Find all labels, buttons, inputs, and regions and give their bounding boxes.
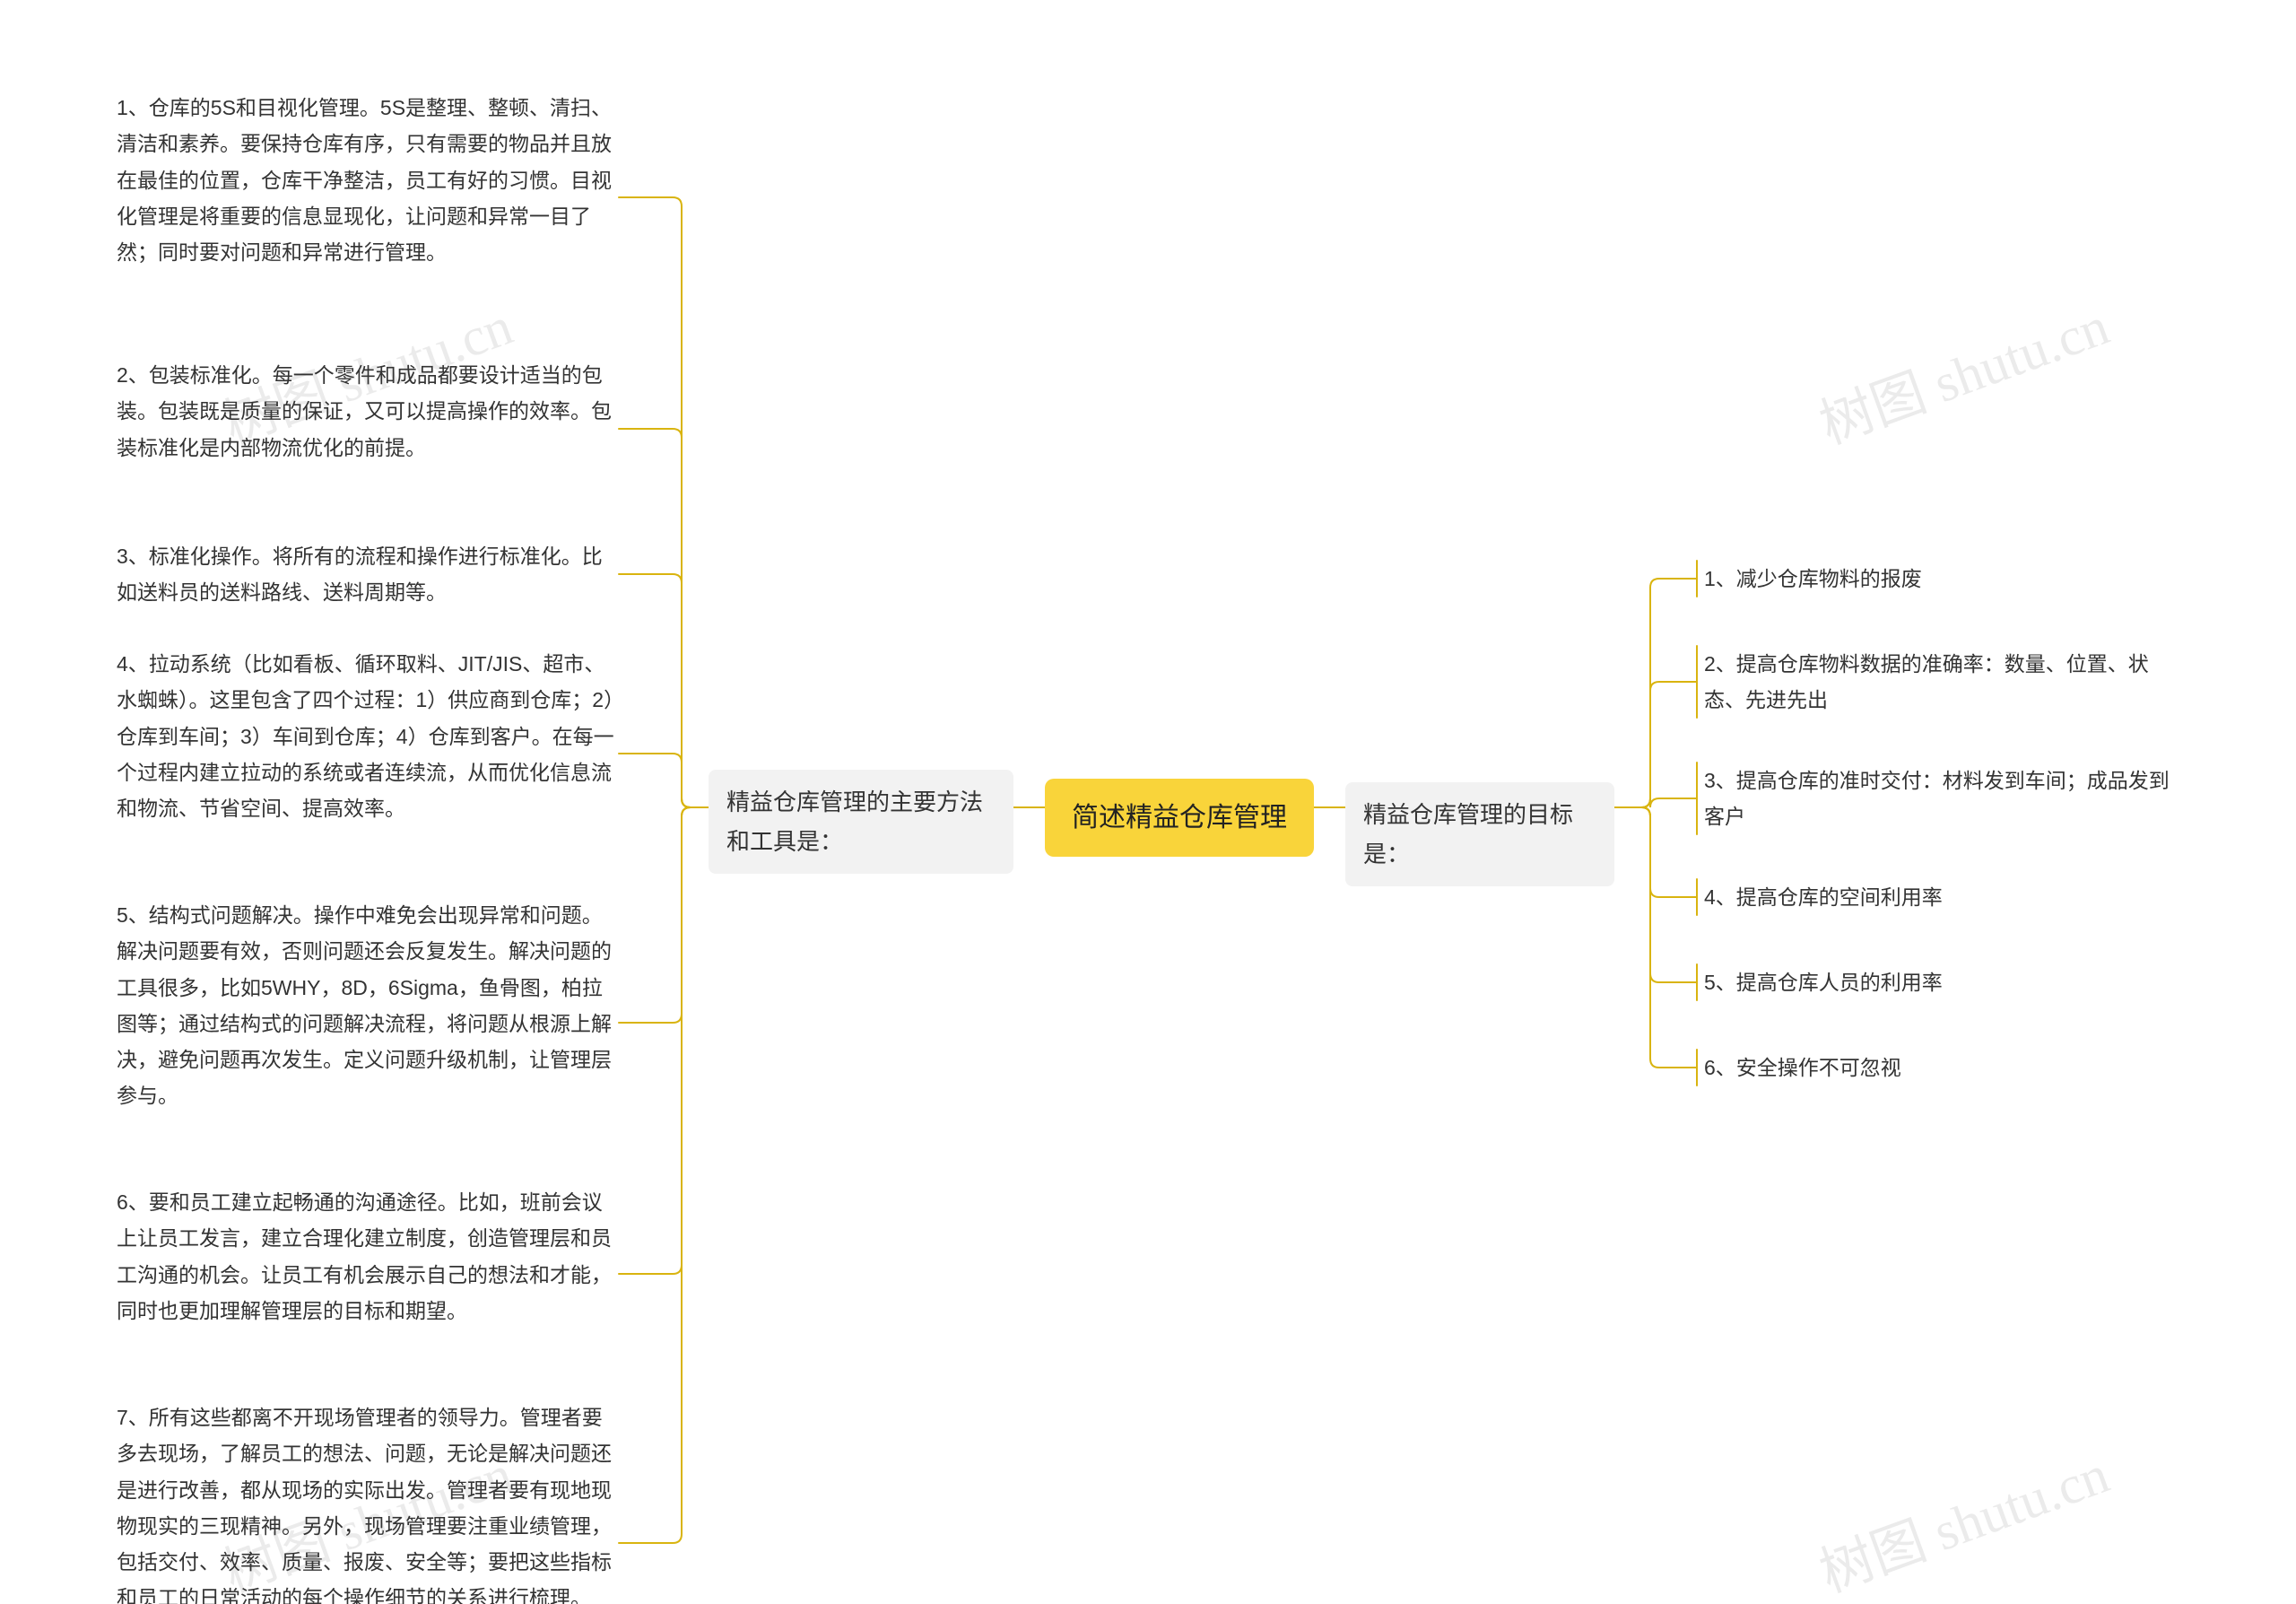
right-branch-node[interactable]: 精益仓库管理的目标是： bbox=[1345, 782, 1614, 886]
right-leaf: 1、减少仓库物料的报废 bbox=[1704, 561, 2170, 597]
watermark: 树图 shutu.cn bbox=[1807, 283, 2118, 459]
left-branch-node[interactable]: 精益仓库管理的主要方法和工具是： bbox=[709, 770, 1013, 874]
right-leaf: 2、提高仓库物料数据的准确率：数量、位置、状态、先进先出 bbox=[1704, 646, 2170, 719]
left-leaf: 6、要和员工建立起畅通的沟通途径。比如，班前会议上让员工发言，建立合理化建立制度… bbox=[117, 1184, 619, 1329]
center-node[interactable]: 简述精益仓库管理 bbox=[1045, 779, 1314, 857]
left-leaf: 4、拉动系统（比如看板、循环取料、JIT/JIS、超市、水蜘蛛）。这里包含了四个… bbox=[117, 646, 619, 826]
right-leaf: 5、提高仓库人员的利用率 bbox=[1704, 964, 2170, 1000]
left-leaf: 2、包装标准化。每一个零件和成品都要设计适当的包装。包装既是质量的保证，又可以提… bbox=[117, 357, 619, 466]
left-leaf: 1、仓库的5S和目视化管理。5S是整理、整顿、清扫、清洁和素养。要保持仓库有序，… bbox=[117, 90, 619, 270]
right-leaf: 4、提高仓库的空间利用率 bbox=[1704, 879, 2170, 915]
left-leaf: 3、标准化操作。将所有的流程和操作进行标准化。比如送料员的送料路线、送料周期等。 bbox=[117, 538, 619, 611]
right-leaf: 6、安全操作不可忽视 bbox=[1704, 1050, 2170, 1085]
left-leaf: 5、结构式问题解决。操作中难免会出现异常和问题。解决问题要有效，否则问题还会反复… bbox=[117, 897, 619, 1114]
left-leaf: 7、所有这些都离不开现场管理者的领导力。管理者要多去现场，了解员工的想法、问题，… bbox=[117, 1399, 619, 1604]
watermark: 树图 shutu.cn bbox=[1807, 1431, 2118, 1604]
right-leaf: 3、提高仓库的准时交付：材料发到车间；成品发到客户 bbox=[1704, 763, 2170, 835]
